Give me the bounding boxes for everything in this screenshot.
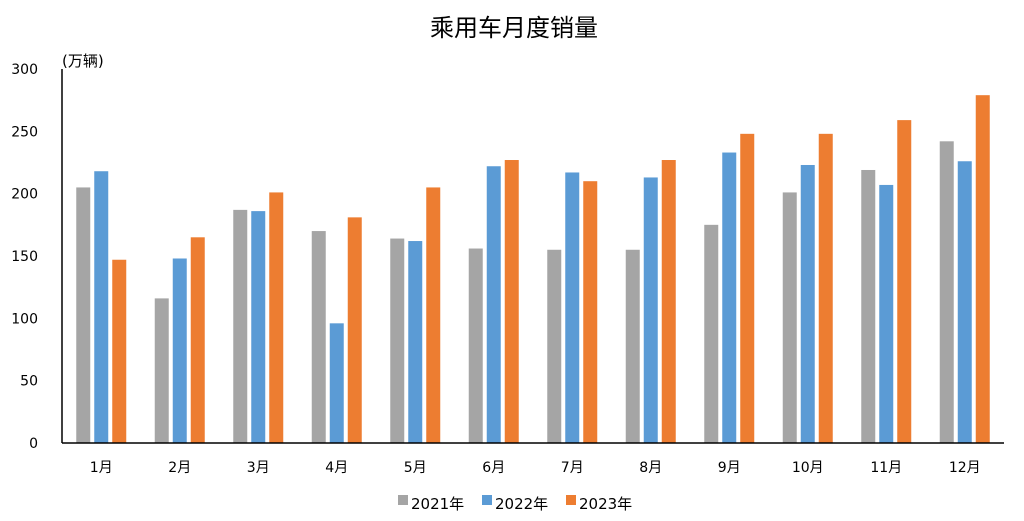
x-tick-label: 10月 xyxy=(792,460,824,476)
bar xyxy=(704,224,719,443)
bar xyxy=(347,217,362,443)
bar xyxy=(740,133,755,443)
bar xyxy=(643,177,658,443)
bar xyxy=(468,248,483,443)
bar xyxy=(172,258,187,443)
y-tick-label: 0 xyxy=(29,436,38,452)
bar xyxy=(957,161,972,443)
x-tick-label: 12月 xyxy=(949,460,981,476)
x-tick-label: 1月 xyxy=(90,460,113,476)
bar xyxy=(897,120,912,443)
x-tick-label: 2月 xyxy=(168,460,191,476)
x-tick-label: 11月 xyxy=(870,460,902,476)
bar xyxy=(818,133,833,443)
y-tick-label: 250 xyxy=(11,124,38,140)
bar xyxy=(975,95,990,444)
legend-label: 2021年 xyxy=(411,495,464,513)
x-tick-label: 8月 xyxy=(639,460,662,476)
bar xyxy=(311,231,326,443)
bar xyxy=(154,298,169,443)
bar xyxy=(861,169,876,444)
bar xyxy=(939,141,954,443)
x-tick-label: 3月 xyxy=(247,460,270,476)
y-tick-label: 150 xyxy=(11,249,38,265)
bar xyxy=(486,166,501,444)
bar xyxy=(722,152,737,443)
bar-group xyxy=(76,95,990,444)
bar xyxy=(408,241,423,443)
y-unit-label: (万辆) xyxy=(62,52,104,70)
x-tick-label: 6月 xyxy=(482,460,505,476)
x-tick-label: 7月 xyxy=(561,460,584,476)
legend-label: 2023年 xyxy=(579,495,632,513)
legend: 2021年 2022年 2023年 xyxy=(398,495,632,513)
bar xyxy=(504,160,519,444)
legend-label: 2022年 xyxy=(495,495,548,513)
x-tick-label: 4月 xyxy=(325,460,348,476)
x-tick-label: 9月 xyxy=(718,460,741,476)
legend-swatch xyxy=(482,495,492,505)
bar xyxy=(269,192,284,443)
chart-title: 乘用车月度销量 xyxy=(430,14,598,42)
bar xyxy=(661,160,676,444)
bar xyxy=(251,211,266,443)
bar xyxy=(625,249,640,443)
y-tick-label: 50 xyxy=(20,374,38,390)
y-tick-label: 100 xyxy=(11,311,38,327)
bar xyxy=(390,238,405,443)
bar xyxy=(233,209,248,443)
bar xyxy=(329,323,344,443)
y-tick-label: 300 xyxy=(11,62,38,78)
bar xyxy=(426,187,441,443)
x-axis-ticks: 1月 2月 3月 4月 5月 6月 7月 8月 9月 10月 11月 12月 xyxy=(90,460,981,476)
bar xyxy=(112,259,127,443)
bar xyxy=(782,192,797,443)
x-tick-label: 5月 xyxy=(404,460,427,476)
bar xyxy=(879,184,894,443)
bar xyxy=(800,164,815,443)
bar xyxy=(547,249,562,443)
bar xyxy=(76,187,91,443)
legend-swatch xyxy=(398,495,408,505)
y-tick-label: 200 xyxy=(11,187,38,203)
legend-swatch xyxy=(566,495,576,505)
bar xyxy=(190,237,205,443)
bar xyxy=(565,172,580,443)
bar xyxy=(583,181,598,443)
bar xyxy=(94,171,109,443)
y-axis-ticks: 0 50 100 150 200 250 300 xyxy=(11,62,38,452)
